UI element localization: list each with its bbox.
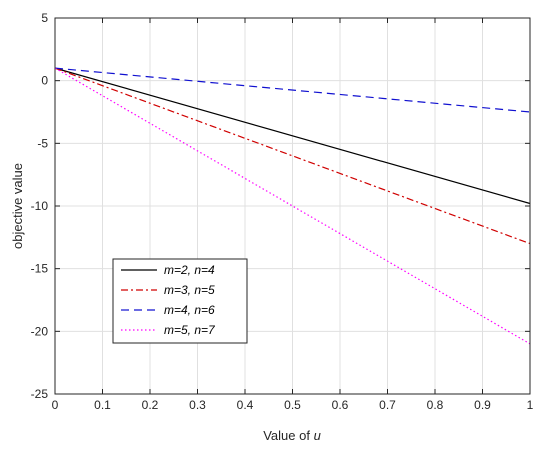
x-tick-label: 0.1 [94,398,111,412]
x-axis-label: Value of u [263,428,321,443]
series-line-3 [54,67,531,113]
x-tick-label: 0.3 [189,398,206,412]
y-tick-label: 0 [41,74,48,88]
axis-ticks: 0 0.1 0.2 0.3 0.4 0.5 0.6 0.7 0.8 0.9 1 5 0 -5 -10 -15 -… [31,11,534,412]
x-tick-label: 0.7 [379,398,396,412]
x-axis-label-prefix: Value of [263,428,313,443]
legend-entry-1: m=2, n=4 [164,263,215,277]
x-tick-label: 0.5 [284,398,301,412]
x-tick-label: 0.8 [427,398,444,412]
y-axis-label: objective value [10,163,25,249]
legend-entry-4: m=5, n=7 [164,323,216,337]
series-line-2 [54,67,531,245]
y-tick-label: -15 [31,262,49,276]
legend-entry-2: m=3, n=5 [164,283,215,297]
y-tick-label: -10 [31,199,49,213]
x-tick-label: 0.6 [332,398,349,412]
series-line-1 [54,67,531,205]
x-tick-label: 1 [527,398,534,412]
y-tick-label: -20 [31,324,49,338]
y-tick-label: 5 [41,11,48,25]
legend-entry-3: m=4, n=6 [164,303,215,317]
y-tick-label: -5 [37,136,48,150]
x-tick-label: 0.2 [142,398,159,412]
x-tick-label: 0.4 [237,398,254,412]
legend: m=2, n=4 m=3, n=5 m=4, n=6 m=5, n=7 [112,258,248,344]
x-axis-label-variable: u [314,428,321,443]
x-tick-label: 0.9 [474,398,491,412]
x-tick-label: 0 [52,398,59,412]
legend-box [112,258,248,344]
series-lines [54,67,531,345]
y-tick-label: -25 [31,387,49,401]
